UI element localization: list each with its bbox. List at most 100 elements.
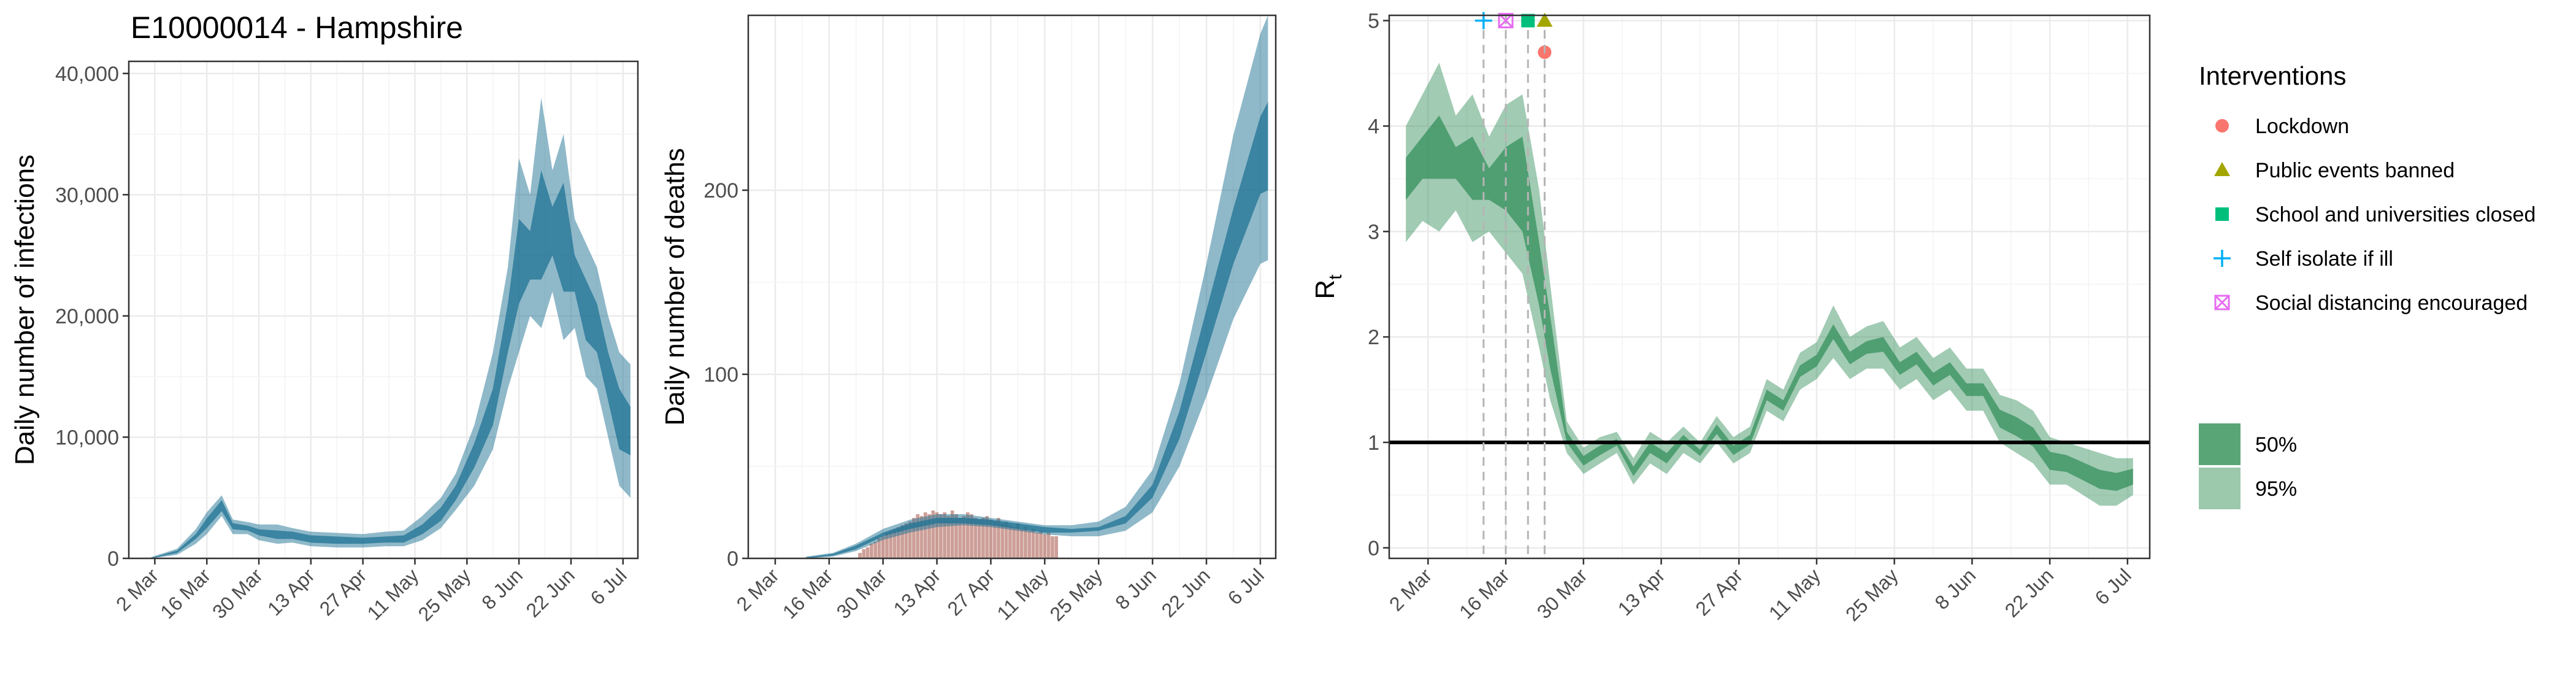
observed-death-bar [919,516,924,558]
observed-death-bar [923,512,927,558]
observed-death-bar [870,544,873,558]
observed-death-bar [885,533,889,558]
x-tick-label: 2 Mar [732,564,784,615]
x-tick-label: 8 Jun [1111,564,1160,614]
x-tick-label: 25 May [1046,564,1107,625]
x-tick-label: 30 Mar [832,564,891,623]
intervention-marker [1498,13,1514,29]
x-tick-label: 27 Apr [1691,564,1747,620]
x-tick-label: 30 Mar [1533,564,1592,623]
observed-death-bar [1039,531,1043,558]
observed-death-bar [865,547,870,558]
band-95-infections [151,98,631,559]
legend-band-label: 50% [2255,433,2297,457]
observed-death-bar [1046,533,1051,558]
grid-deaths [748,15,1276,560]
observed-death-bar [900,525,904,558]
legend-label: School and universities closed [2255,203,2536,226]
legend-marker [2214,295,2230,310]
x-tick-label: 2 Mar [1385,564,1436,615]
x-tick-label: 25 May [414,564,475,625]
observed-death-bar [1019,529,1024,558]
observed-death-bar [943,512,946,558]
observed-death-bar [904,523,908,558]
observed-death-bar [927,514,931,558]
observed-death-bar [997,518,1000,558]
y-axis-label: Rt [1310,274,1346,299]
x-tick-label: 27 Apr [943,564,999,620]
legend-label: Public events banned [2255,159,2455,182]
panel-border [128,60,639,560]
grid-rt [1389,15,2150,558]
observed-death-bar [939,514,943,558]
observed-death-bar [873,542,877,558]
observed-death-bar [908,522,912,558]
observed-death-bar [962,516,966,558]
observed-death-bar [1000,523,1005,558]
y-axis-label: Daily number of deaths [660,148,690,425]
x-tick-label: 22 Jun [1157,564,1214,621]
observed-death-bar [1054,536,1059,558]
x-tick-label: 13 Apr [1614,564,1669,620]
intervention-marker [1536,12,1553,27]
observed-death-bar [1051,536,1054,558]
observed-death-bar [992,522,997,558]
x-tick-label: 25 May [1841,564,1903,625]
legend-marker [2214,250,2231,267]
observed-death-bar [950,511,954,558]
panel-border [1388,14,2151,560]
y-tick-label: 200 [703,179,738,202]
x-tick-label: 6 Jul [2090,564,2135,609]
observed-death-bar [965,512,970,558]
x-tick-label: 11 May [362,564,423,624]
x-tick-label: 27 Apr [315,564,371,620]
observed-death-bar [881,536,885,558]
observed-death-bar [954,514,958,558]
legend-band-swatch [2199,423,2241,465]
intervention-marker [1521,13,1535,28]
observed-death-bar [889,531,893,558]
observed-death-bar [970,514,973,558]
intervention-marker [1498,13,1514,28]
observed-death-bar [1043,534,1047,558]
observed-death-bar [946,516,951,558]
observed-death-bar [892,529,897,558]
x-tick-label: 22 Jun [2001,564,2058,621]
x-tick-label: 2 Mar [112,564,163,615]
band-95-deaths [806,15,1268,558]
y-tick-label: 0 [107,547,119,571]
x-tick-label: 8 Jun [477,564,527,614]
observed-death-bar [858,553,862,558]
x-tick-label: 22 Jun [522,564,579,621]
y-tick-label: 1 [1368,431,1379,455]
observed-death-bar [862,549,866,558]
y-tick-label: 5 [1368,10,1379,33]
observed-death-bar [935,512,939,558]
observed-death-bar [1035,533,1039,558]
observed-death-bar [1004,522,1008,558]
x-tick-label: 6 Jul [1224,564,1268,609]
observed-death-bar [973,518,978,558]
x-tick-label: 13 Apr [889,564,945,620]
observed-death-bar [1027,531,1032,558]
observed-death-bar [958,518,962,558]
legend: Interventions Lockdown Public events banne… [2199,61,2536,509]
legend-label: Social distancing encouraged [2255,291,2528,315]
y-tick-label: 10,000 [55,426,119,449]
observed-death-bar [877,538,881,558]
band-50-rt [1406,115,2133,491]
x-tick-label: 30 Mar [208,564,267,623]
y-tick-label: 2 [1368,326,1379,349]
observed-death-bar [977,520,981,558]
observed-death-bar [896,527,900,558]
observed-death-bar [989,520,993,558]
observed-death-bar [916,514,920,558]
x-tick-label: 11 May [992,564,1052,624]
y-tick-label: 40,000 [55,63,119,86]
y-tick-label: 30,000 [55,183,119,207]
observed-death-bar [981,518,985,558]
